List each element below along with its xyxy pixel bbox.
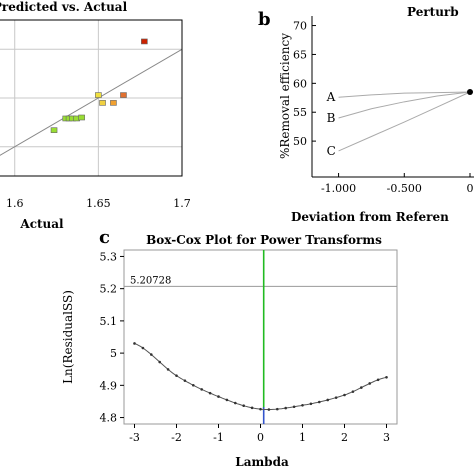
panel-c-curve-point <box>351 390 355 393</box>
panel-b-series-line <box>338 91 471 119</box>
panel-c-curve-point <box>318 400 321 404</box>
panel-c-curve-line <box>134 342 387 411</box>
panel-c-curve-point <box>284 406 288 410</box>
panel-b-x-ticks: -1.000 -0.500 0 <box>321 173 474 195</box>
panel-b-title: Perturb <box>407 5 459 19</box>
panel-c-curve-point <box>175 374 178 377</box>
panel-c-curve-point <box>166 368 170 371</box>
panel-b-series-label: A <box>326 90 336 104</box>
panel-c-x-tick-label: 3 <box>383 431 390 444</box>
panel-c-curve-point <box>360 386 363 389</box>
panel-b-series-line <box>338 91 471 98</box>
panel-c-curve-point <box>326 398 330 402</box>
panel-c-curve-point <box>242 404 245 408</box>
panel-c-curve-point <box>301 404 304 407</box>
panel-c-curve-point <box>183 379 187 383</box>
panel-b-series: AB C <box>326 89 473 158</box>
panel-c-curve-point <box>208 391 212 395</box>
panel-c-title: Box-Cox Plot for Power Transforms <box>146 233 382 247</box>
panel-a-title: Predicted vs. Actual <box>0 0 128 14</box>
panel-c-y-tick-label: 4.8 <box>100 412 118 425</box>
panel-c-curve-point <box>200 388 203 391</box>
panel-c-curve-point <box>250 406 254 410</box>
panel-c-x-tick-label: -1 <box>213 431 224 444</box>
panel-a-frame <box>0 19 183 177</box>
panel-c-reference-label: 5.20728 <box>130 275 171 286</box>
panel-c-curve-point <box>334 396 338 399</box>
panel-b-x-tick-label: -1.000 <box>321 182 356 195</box>
panel-a-predicted-vs-actual: Predicted vs. Actual 1.6 1.65 1.7 Actual <box>0 0 191 231</box>
panel-c-curve-point <box>292 405 296 409</box>
panel-c-curve-point <box>368 382 372 385</box>
panel-b-series-line <box>338 91 471 152</box>
panel-b-series-label: C <box>327 144 336 158</box>
panel-a-point <box>120 92 127 98</box>
panel-c-curve-point <box>141 346 145 350</box>
panel-c-label: c <box>99 227 110 248</box>
panel-c-y-tick-label: 5.3 <box>100 250 118 263</box>
panel-c-x-ticks: -3 -2 -1 0 1 2 3 <box>129 424 390 444</box>
panel-c-x-tick-label: -2 <box>171 431 182 444</box>
panel-b-perturbation: b Perturb 50 55 60 65 70 -1.000 -0.500 0 AB C %… <box>258 5 474 224</box>
panel-a-point <box>141 38 148 45</box>
panel-a-points <box>50 38 148 133</box>
panel-b-label: b <box>258 9 271 30</box>
panel-a-x-tick-label: 1.6 <box>6 197 24 210</box>
panel-a-point <box>95 92 102 98</box>
panel-a-x-tick-label: 1.7 <box>173 197 191 210</box>
panel-a-x-ticks: 1.6 1.65 1.7 <box>6 197 191 210</box>
panel-b-reference-point <box>467 89 473 95</box>
panel-a-x-tick-label: 1.65 <box>86 197 111 210</box>
panel-c-y-tick-label: 5.1 <box>100 315 118 328</box>
panel-a-x-axis-label: Actual <box>19 217 64 231</box>
panel-a-point <box>99 100 106 106</box>
panel-c-x-tick-label: 2 <box>341 431 348 444</box>
panel-b-y-tick-label: 50 <box>293 135 307 148</box>
panel-b-y-tick-label: 55 <box>293 106 307 119</box>
panel-b-x-axis-label: Deviation from Referen <box>291 210 449 224</box>
panel-c-curve-point <box>133 342 136 345</box>
panel-a-point <box>78 114 85 121</box>
panel-b-y-tick-label: 60 <box>293 77 307 90</box>
panel-c-curve-point <box>276 407 279 411</box>
panel-c-x-axis-label: Lambda <box>235 455 289 469</box>
panel-c-curve-point <box>158 360 161 364</box>
panel-c-curve-point <box>385 375 388 379</box>
panel-c-curve <box>133 342 388 411</box>
panel-b-x-tick-label: -0.500 <box>387 182 422 195</box>
panel-c-curve-point <box>259 407 262 411</box>
panel-b-y-axis-label: %Removal efficiency <box>278 33 292 159</box>
panel-b-y-ticks: 50 55 60 65 70 <box>293 20 316 148</box>
panel-c-y-ticks: 4.8 4.9 5 5.1 5.2 5.3 <box>100 250 124 425</box>
panel-a-point <box>50 127 58 133</box>
panel-c-curve-point <box>192 383 195 387</box>
panel-c-x-tick-label: 1 <box>299 431 306 444</box>
panel-b-y-tick-label: 65 <box>293 48 307 61</box>
panel-c-curve-point <box>343 393 346 397</box>
panel-c-y-tick-label: 5 <box>110 347 117 360</box>
panel-c-x-tick-label: 0 <box>257 431 264 444</box>
panel-a-point <box>110 100 117 106</box>
panel-c-curve-point <box>217 395 220 398</box>
panel-c-curve-point <box>234 401 237 405</box>
panel-c-y-tick-label: 5.2 <box>100 283 118 296</box>
panel-b-series-label: B <box>327 111 336 125</box>
panel-c-y-axis-label: Ln(ResidualSS) <box>61 290 75 384</box>
panel-c-curve-point <box>150 353 153 356</box>
panel-c-curve-point <box>267 408 271 411</box>
panel-c-curve-point <box>225 398 229 402</box>
panel-c-box-cox: c Box-Cox Plot for Power Transforms 5.20… <box>61 227 398 469</box>
panel-b-y-tick-label: 70 <box>293 20 307 33</box>
panel-c-curve-point <box>309 402 313 406</box>
panel-c-y-tick-label: 4.9 <box>100 379 118 392</box>
panel-a-grid <box>0 20 183 176</box>
panel-a-diagonal-line <box>0 48 182 156</box>
panel-c-x-tick-label: -3 <box>129 431 140 444</box>
panel-b-x-tick-label: 0 <box>467 182 474 195</box>
panel-c-curve-point <box>376 378 380 382</box>
